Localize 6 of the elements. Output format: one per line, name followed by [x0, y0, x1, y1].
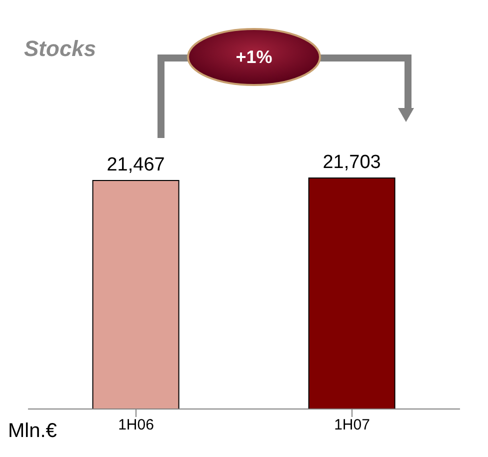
x-tick-label: 1H07 [334, 416, 370, 434]
x-tick-label: 1H06 [118, 416, 154, 434]
data-label: 21,467 [106, 154, 165, 176]
y-axis-title: Mln.€ [8, 420, 57, 443]
chart-title: Stocks [24, 36, 96, 62]
data-label: 21,703 [322, 152, 381, 173]
